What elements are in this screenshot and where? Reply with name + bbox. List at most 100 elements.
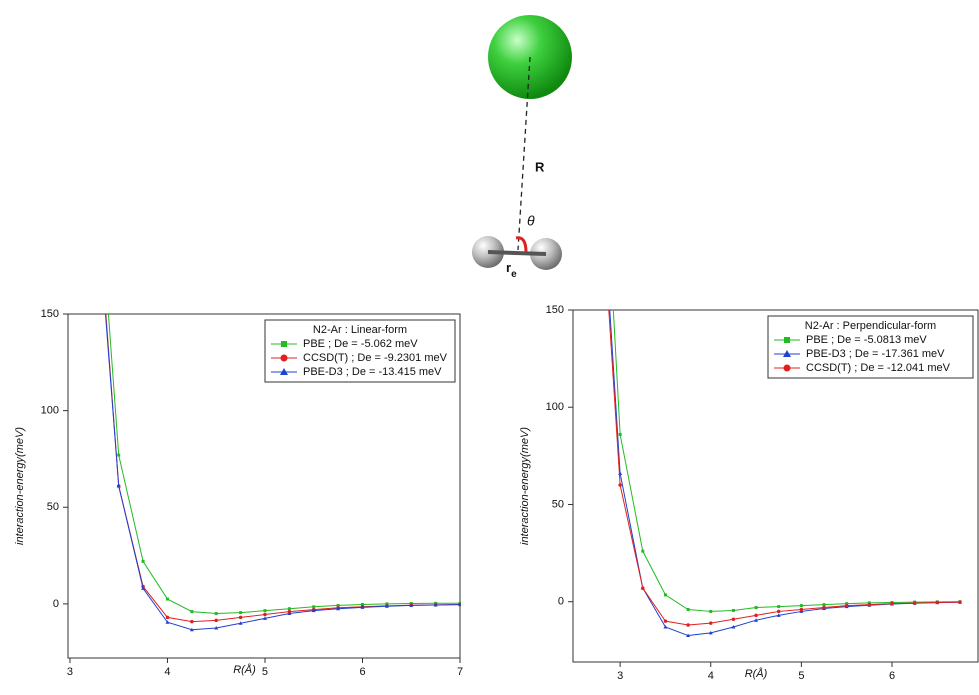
marker <box>596 133 600 137</box>
plot-frame <box>67 313 461 659</box>
marker <box>776 609 781 614</box>
x-tick-label: 7 <box>457 666 463 678</box>
marker <box>867 602 872 607</box>
legend: N2-Ar : Perpendicular-form PBE ; De = -5.… <box>767 315 974 379</box>
marker <box>281 341 287 347</box>
marker <box>663 624 668 629</box>
marker <box>799 607 804 612</box>
legend-label: PBE-D3 ; De = -17.361 meV <box>806 348 945 360</box>
marker <box>935 600 940 605</box>
marker <box>336 606 341 611</box>
marker <box>754 613 758 618</box>
x-tick-label: 5 <box>262 666 268 678</box>
marker <box>776 613 781 617</box>
marker <box>663 619 668 623</box>
chart: 0 50 100 150 3 4 5 6 7 R(Å) interaction-energy(meV… <box>14 119 463 678</box>
marker <box>189 627 194 632</box>
marker <box>190 619 194 624</box>
x-tick-label: 3 <box>67 666 73 678</box>
angle-label: θ <box>527 213 535 229</box>
x-tick-label: 6 <box>359 666 365 678</box>
y-tick-label: 100 <box>41 405 59 417</box>
marker <box>93 119 96 122</box>
marker <box>312 605 316 609</box>
marker <box>238 615 243 620</box>
marker <box>731 624 736 629</box>
y-axis-label: interaction-energy(meV) <box>14 427 26 545</box>
legend: N2-Ar : Linear-form PBE ; De = -5.062 meV… <box>264 319 456 383</box>
plot-area <box>92 119 461 632</box>
series-line <box>105 314 461 623</box>
marker <box>141 586 146 590</box>
marker <box>117 453 121 457</box>
marker <box>686 633 691 638</box>
bond <box>487 250 547 256</box>
y-tick-label: 50 <box>552 498 564 510</box>
marker <box>287 607 291 611</box>
marker <box>262 616 267 620</box>
legend-box <box>767 315 974 379</box>
marker <box>686 607 690 611</box>
marker <box>116 484 121 488</box>
series-line <box>608 310 960 626</box>
marker <box>190 610 194 614</box>
y-tick-label: 150 <box>546 304 564 316</box>
marker <box>641 549 645 553</box>
marker <box>214 612 218 616</box>
x-tick-label: 4 <box>164 666 170 678</box>
legend-label: PBE ; De = -5.062 meV <box>303 338 418 350</box>
marker <box>731 617 736 621</box>
marker <box>958 600 962 604</box>
legend-label: PBE ; De = -5.0813 meV <box>806 334 927 346</box>
marker <box>280 368 288 375</box>
marker <box>822 603 826 607</box>
marker <box>92 167 96 171</box>
marker <box>783 364 791 372</box>
marker <box>214 626 219 630</box>
marker <box>361 602 365 606</box>
marker <box>458 602 461 607</box>
marker <box>311 608 316 613</box>
marker <box>385 602 389 606</box>
marker <box>663 593 667 597</box>
marker <box>165 615 170 620</box>
marker <box>287 611 292 616</box>
marker <box>844 603 849 608</box>
marker <box>845 602 849 606</box>
marker <box>867 601 871 605</box>
marker <box>239 611 243 615</box>
y-tick-label: 50 <box>47 501 59 513</box>
y-axis-label: interaction-energy(meV) <box>519 427 531 545</box>
marker <box>783 350 791 357</box>
y-tick-label: 150 <box>41 308 59 320</box>
legend-label: PBE-D3 ; De = -13.415 meV <box>303 366 442 378</box>
marker <box>799 604 803 608</box>
marker <box>686 623 690 627</box>
marker <box>709 621 713 625</box>
marker <box>618 483 622 487</box>
marker <box>822 605 826 610</box>
legend-title: N2-Ar : Linear-form <box>313 324 407 336</box>
distance-label: R <box>535 159 545 174</box>
y-tick-label: 0 <box>558 596 564 608</box>
marker <box>777 605 781 609</box>
marker <box>890 601 894 606</box>
marker <box>731 608 735 612</box>
series-line <box>104 314 461 631</box>
marker <box>93 158 97 162</box>
y-tick-label: 0 <box>53 598 59 610</box>
marker <box>754 606 758 610</box>
marker <box>595 114 599 118</box>
marker <box>784 337 790 343</box>
plot-frame <box>572 309 979 663</box>
marker <box>596 17 599 20</box>
marker <box>360 605 365 609</box>
bond-label: re <box>506 260 517 279</box>
marker <box>754 618 759 622</box>
x-tick-label: 4 <box>708 670 714 682</box>
marker <box>641 586 645 590</box>
series-line <box>612 310 960 612</box>
marker <box>141 559 145 563</box>
plot-area <box>595 17 962 638</box>
